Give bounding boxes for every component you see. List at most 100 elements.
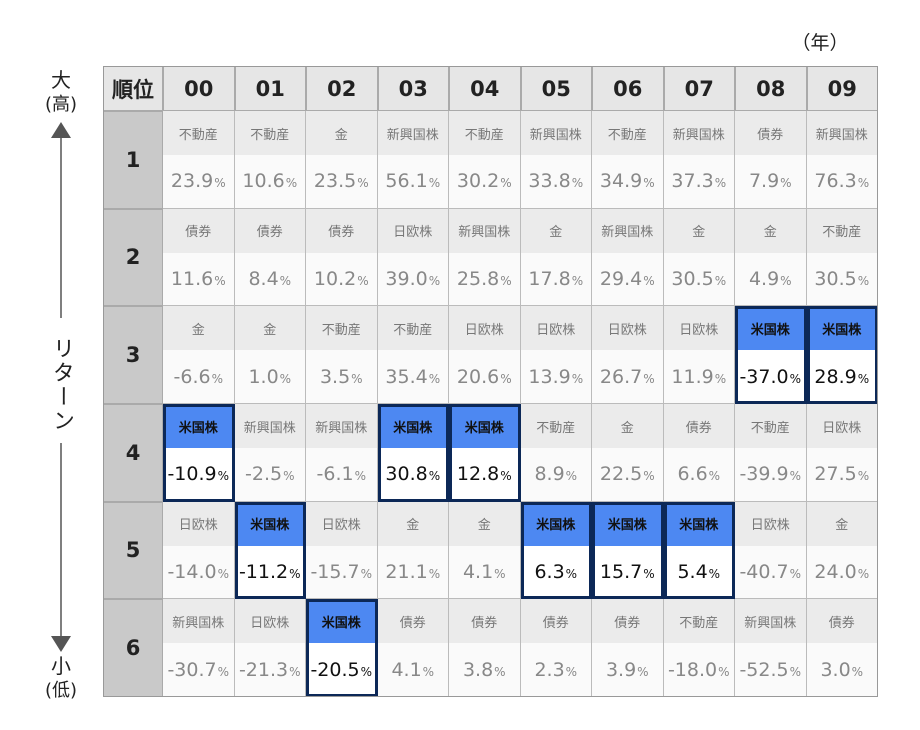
value-text: -40.7 (739, 560, 789, 583)
return-value: 11.6% (163, 252, 235, 307)
asset-label: 米国株 (163, 404, 235, 448)
highlight-box (163, 404, 235, 502)
return-value: 23.5% (306, 155, 378, 209)
return-value: 10.6% (234, 155, 306, 209)
asset-label: 米国株 (520, 501, 592, 546)
unit: % (714, 273, 727, 288)
value-text: -6.6 (173, 365, 211, 388)
return-value: -52.5% (735, 643, 807, 697)
value-text: 33.8 (528, 170, 571, 193)
value-text: 2.3 (534, 658, 565, 681)
asset-label: 不動産 (663, 599, 735, 644)
return-value: 4.9% (735, 252, 807, 307)
value-text: -37.0 (739, 365, 789, 388)
asset-label: 日欧株 (449, 306, 521, 351)
rank-cell: 6 (103, 599, 163, 697)
year-header: 05 (520, 66, 592, 111)
asset-label: 日欧株 (234, 599, 306, 644)
value-text: 13.9 (528, 365, 571, 388)
asset-label: 日欧株 (663, 306, 735, 351)
value-text: -30.7 (167, 658, 217, 681)
return-value: 15.7% (592, 545, 664, 600)
asset-label: 金 (663, 208, 735, 253)
unit: % (789, 664, 802, 679)
value-text: 56.1 (385, 170, 428, 193)
value-text: 8.4 (248, 267, 279, 290)
year-header: 04 (449, 66, 521, 111)
value-text: 34.9 (599, 170, 643, 193)
unit: % (643, 371, 655, 386)
corner-header: 順位 (103, 66, 163, 111)
unit: % (283, 469, 295, 484)
value-text: 11.6 (170, 267, 214, 290)
unit: % (571, 371, 584, 386)
unit: % (643, 176, 655, 191)
unit: % (279, 273, 292, 288)
highlight-box (449, 404, 521, 502)
asset-label: 新興国株 (306, 404, 378, 448)
unit: % (428, 566, 441, 581)
highlight-box (806, 306, 878, 404)
unit: % (708, 566, 721, 581)
asset-label: 不動産 (163, 111, 235, 155)
value-text: -15.7 (310, 560, 360, 583)
unit: % (217, 469, 230, 484)
return-value: 17.8% (520, 252, 592, 307)
unit: % (217, 664, 230, 679)
value-text: 76.3 (814, 170, 857, 193)
asset-label: 日欧株 (377, 208, 449, 253)
unit: % (360, 566, 373, 581)
asset-label: 債券 (306, 208, 378, 253)
asset-label: 米国株 (234, 501, 306, 546)
unit: % (637, 664, 649, 679)
asset-label: 債券 (377, 599, 449, 644)
unit: % (428, 469, 441, 484)
asset-label: 金 (449, 501, 521, 546)
unit: % (643, 469, 655, 484)
unit: % (718, 664, 730, 679)
asset-label: 新興国株 (592, 208, 664, 253)
asset-label: 日欧株 (520, 306, 592, 351)
highlight-box (377, 404, 449, 502)
asset-label: 不動産 (735, 404, 807, 448)
return-value: -39.9% (735, 448, 807, 502)
year-header: 09 (806, 66, 878, 111)
return-value: 29.4% (592, 252, 664, 307)
asset-label: 不動産 (234, 111, 306, 155)
highlight-box (234, 501, 306, 600)
value-text: -18.0 (667, 658, 718, 681)
year-header: 02 (306, 66, 378, 111)
unit: % (789, 371, 802, 386)
unit: % (428, 176, 441, 191)
unit: % (708, 469, 721, 484)
return-value: 30.5% (806, 252, 878, 307)
unit: % (500, 176, 512, 191)
return-value: 33.8% (520, 155, 592, 209)
return-value: -6.1% (306, 448, 378, 502)
asset-label: 日欧株 (806, 404, 878, 448)
asset-label: 債券 (234, 208, 306, 253)
return-value: 28.9% (806, 350, 878, 404)
asset-label: 新興国株 (234, 404, 306, 448)
return-value: -2.5% (234, 448, 306, 502)
value-text: 29.4 (599, 267, 643, 290)
unit: % (354, 469, 366, 484)
return-value: 35.4% (377, 350, 449, 404)
unit: % (500, 273, 512, 288)
asset-label: 債券 (520, 599, 592, 644)
value-text: 3.5 (319, 365, 351, 388)
value-text: 24.0 (814, 560, 857, 583)
value-text: 26.7 (599, 365, 643, 388)
asset-label: 債券 (663, 404, 735, 448)
unit: % (428, 273, 441, 288)
asset-label: 債券 (735, 111, 807, 155)
asset-label: 米国株 (377, 404, 449, 448)
asset-label: 債券 (592, 599, 664, 644)
asset-label: 不動産 (592, 111, 664, 155)
asset-label: 米国株 (806, 306, 878, 351)
asset-label: 新興国株 (735, 599, 807, 644)
asset-label: 不動産 (449, 111, 521, 155)
year-header: 06 (592, 66, 664, 111)
value-text: 1.0 (248, 365, 279, 388)
value-text: 10.6 (242, 170, 285, 193)
